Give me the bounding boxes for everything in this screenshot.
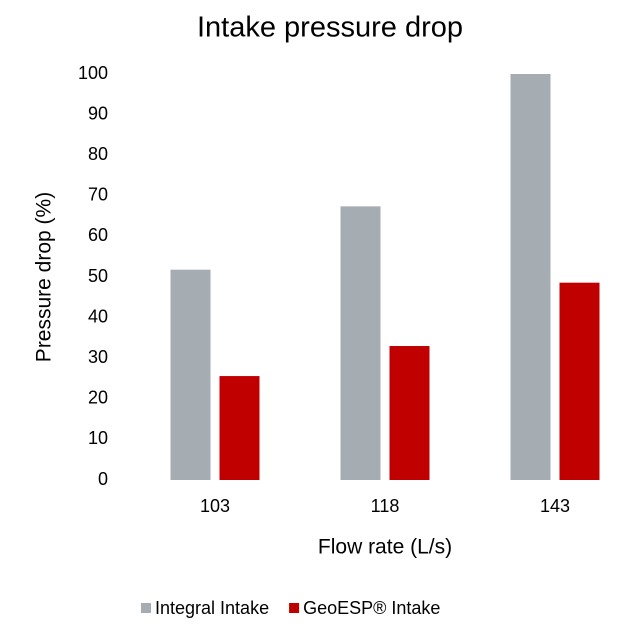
y-tick-label: 80: [88, 144, 108, 164]
y-tick-label: 100: [78, 63, 108, 83]
legend-swatch: [141, 603, 151, 613]
bar: [510, 74, 551, 480]
bar: [340, 206, 381, 480]
legend-label: GeoESP® Intake: [303, 598, 440, 618]
x-tick-label: 118: [371, 496, 400, 516]
x-tick-label: 143: [540, 496, 570, 516]
legend-swatch: [289, 603, 300, 613]
bar: [219, 376, 260, 480]
y-tick-label: 90: [88, 103, 108, 123]
y-tick-label: 50: [88, 266, 108, 286]
x-axis-label: Flow rate (L/s): [318, 536, 452, 559]
bar: [389, 346, 430, 480]
x-tick-label: 103: [200, 496, 230, 516]
legend-label: Integral Intake: [155, 598, 269, 618]
y-tick-label: 30: [88, 347, 108, 367]
y-tick-label: 20: [88, 388, 108, 408]
y-axis-label: Pressure drop (%): [33, 192, 56, 362]
y-tick-label: 70: [88, 185, 108, 205]
bar: [559, 282, 600, 480]
y-tick-label: 60: [88, 225, 108, 245]
chart-title: Intake pressure drop: [197, 12, 463, 44]
y-tick-label: 0: [98, 469, 108, 489]
bar: [170, 269, 211, 480]
y-tick-label: 40: [88, 306, 108, 326]
y-tick-label: 10: [88, 428, 108, 448]
